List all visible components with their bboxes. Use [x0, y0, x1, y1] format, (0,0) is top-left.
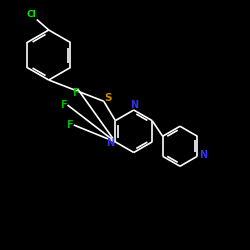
Text: F: F: [60, 100, 66, 110]
Text: N: N: [106, 138, 114, 148]
Text: F: F: [72, 88, 78, 98]
Text: Cl: Cl: [26, 10, 36, 20]
Text: N: N: [199, 150, 207, 160]
Text: N: N: [130, 100, 138, 110]
Text: S: S: [104, 93, 112, 103]
Text: F: F: [66, 120, 72, 130]
